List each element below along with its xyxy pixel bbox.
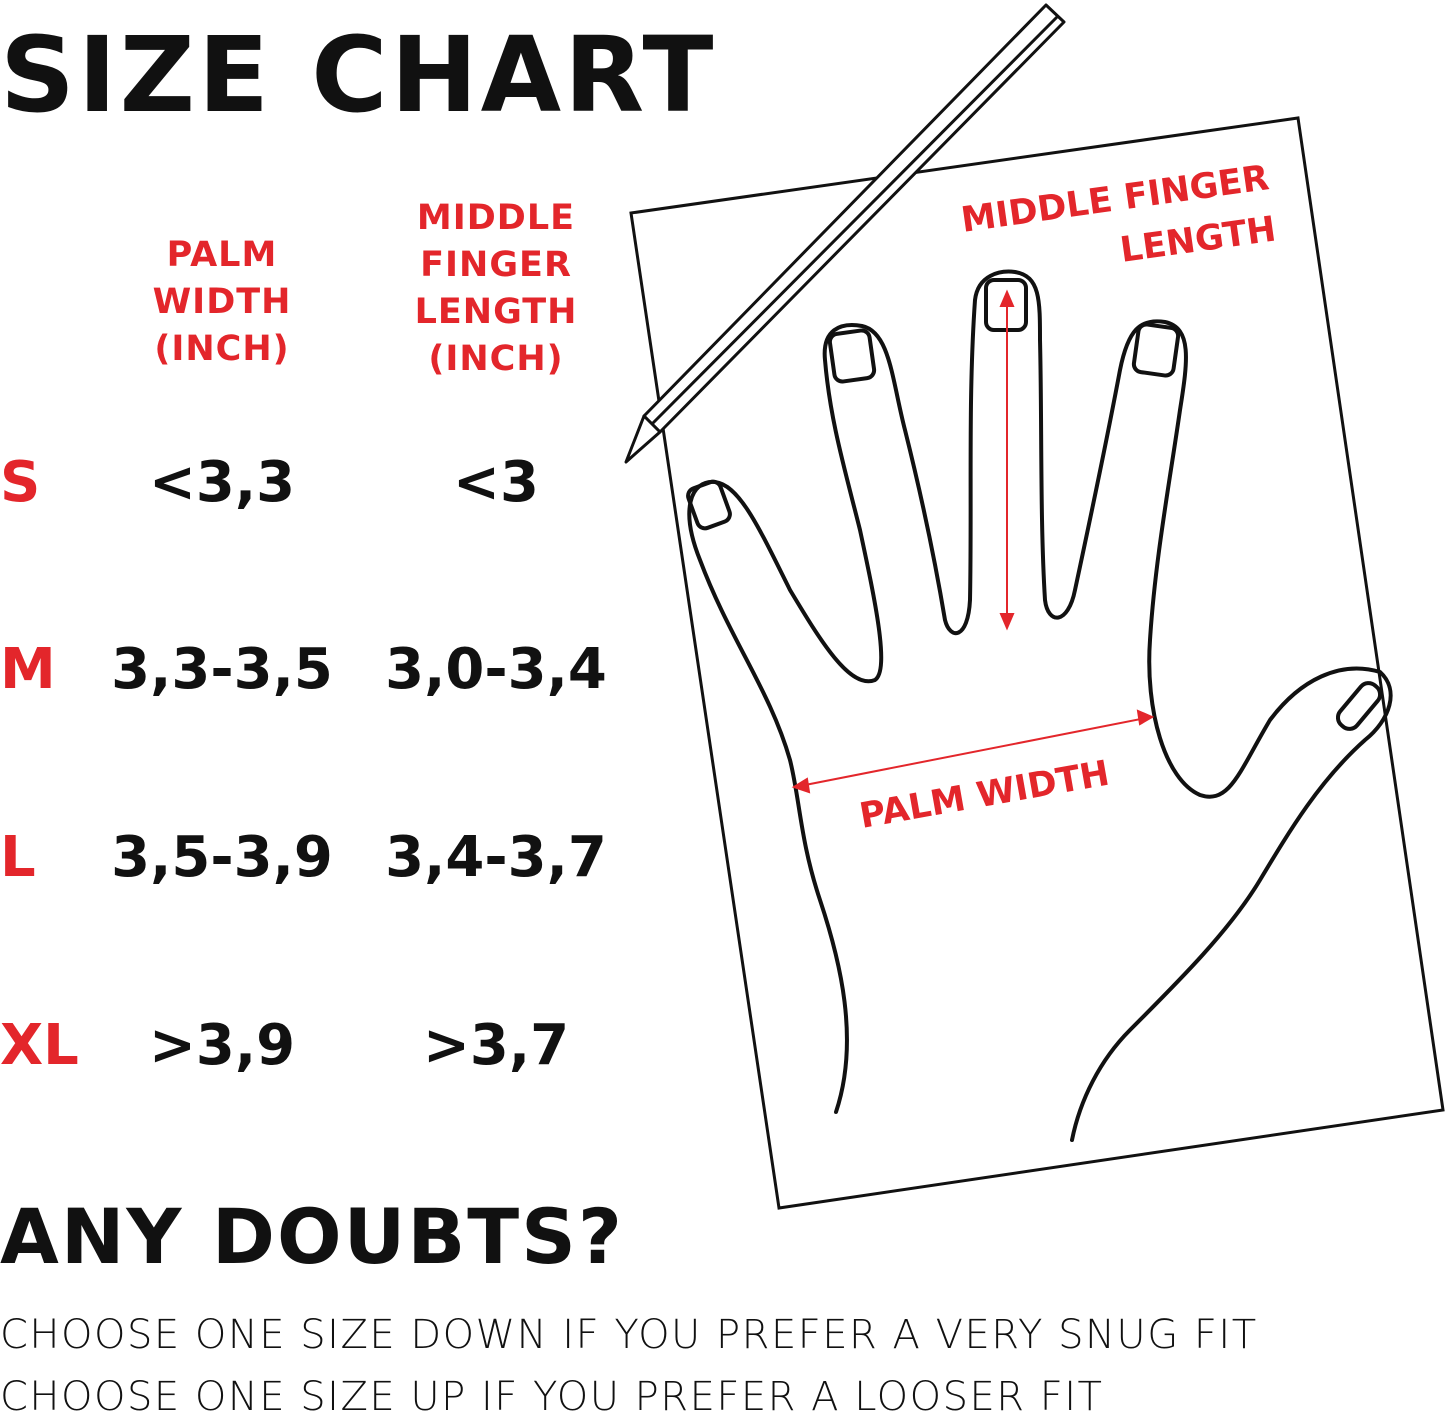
header-line: PALM — [166, 235, 278, 275]
measure-arrows — [791, 289, 1155, 794]
palm-width-header: PALM WIDTH (INCH) — [122, 232, 322, 373]
palm-value: <3,3 — [148, 450, 296, 515]
finger-value: >3,7 — [422, 1013, 570, 1078]
finger-value: 3,4-3,7 — [385, 825, 607, 890]
header-line: WIDTH — [152, 282, 292, 322]
finger-value: 3,0-3,4 — [385, 637, 607, 702]
palm-value: 3,5-3,9 — [111, 825, 333, 890]
size-label: L — [0, 825, 36, 890]
paper-sheet — [629, 116, 1445, 1210]
tip-line: CHOOSE ONE SIZE DOWN IF YOU PREFER A VER… — [0, 1312, 1258, 1358]
size-label: S — [0, 450, 41, 515]
pencil-icon — [624, 3, 1066, 464]
finger-value: <3 — [453, 450, 539, 515]
doubts-heading: ANY DOUBTS? — [0, 1192, 624, 1281]
header-line: LENGTH — [414, 292, 578, 332]
size-label: M — [0, 637, 56, 702]
header-line: (INCH) — [428, 339, 564, 379]
finger-length-header: MIDDLE FINGER LENGTH (INCH) — [386, 195, 606, 383]
size-label: XL — [0, 1013, 79, 1078]
tip-line: CHOOSE ONE SIZE UP IF YOU PREFER A LOOSE… — [0, 1374, 1104, 1420]
header-line: (INCH) — [154, 329, 290, 369]
page-title: SIZE CHART — [0, 14, 717, 136]
header-line: FINGER — [420, 245, 572, 285]
palm-value: >3,9 — [148, 1013, 296, 1078]
palm-value: 3,3-3,5 — [111, 637, 333, 702]
header-line: MIDDLE — [416, 198, 576, 238]
